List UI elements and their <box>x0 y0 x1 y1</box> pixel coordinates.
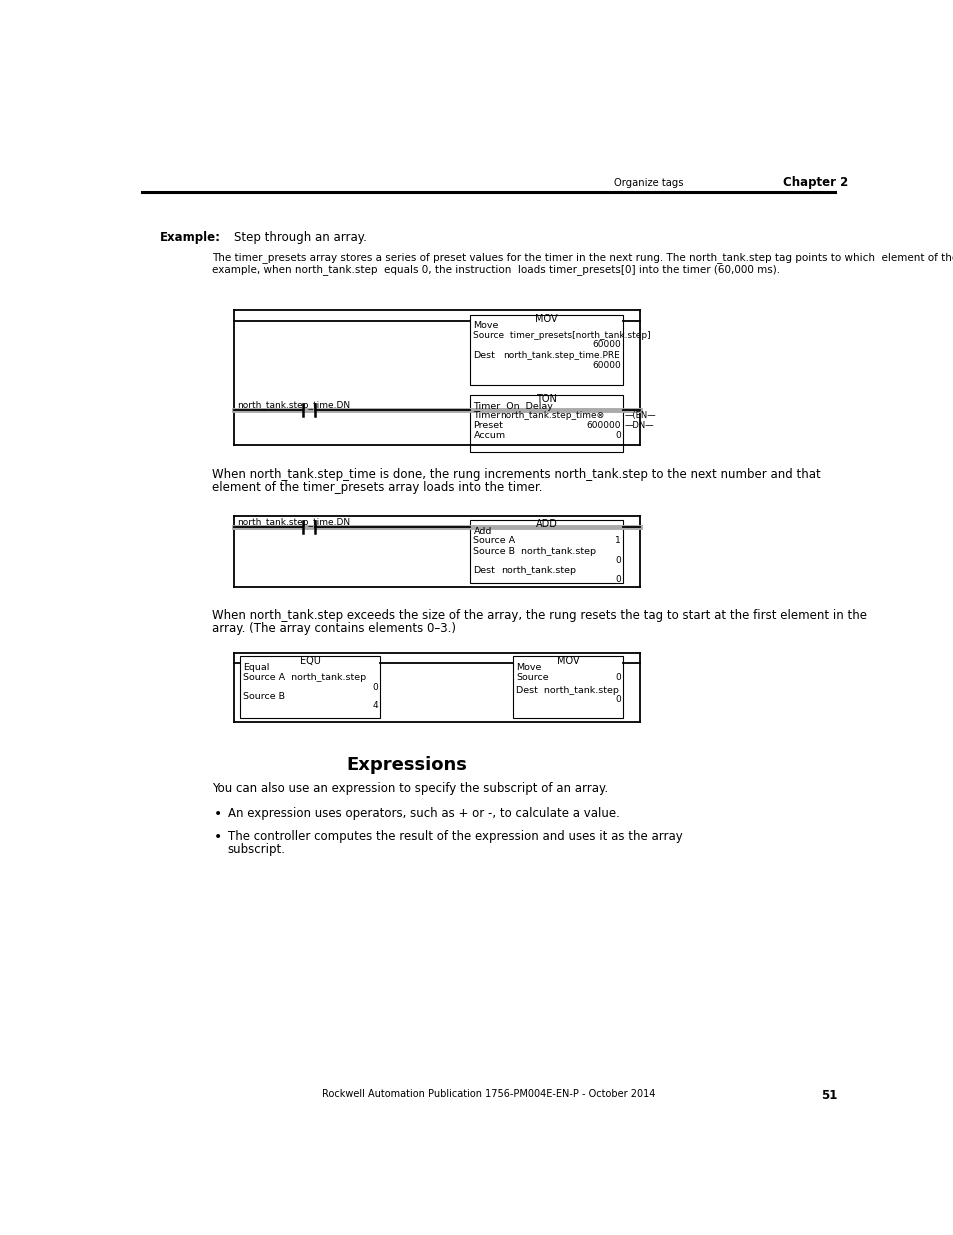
Text: Example:: Example: <box>159 231 220 245</box>
Text: Preset: Preset <box>473 421 503 430</box>
Text: •: • <box>214 830 222 844</box>
Text: Add: Add <box>473 527 492 536</box>
Text: Organize tags: Organize tags <box>613 178 682 188</box>
Bar <box>240 656 380 718</box>
Bar <box>470 395 622 452</box>
Text: north_tank.step_time⊗: north_tank.step_time⊗ <box>499 411 603 420</box>
Text: When north_tank.step exceeds the size of the array, the rung resets the tag to s: When north_tank.step exceeds the size of… <box>212 609 866 621</box>
Text: Timer  On  Delay: Timer On Delay <box>473 401 553 410</box>
Text: Source B  north_tank.step: Source B north_tank.step <box>473 547 596 556</box>
Text: Source: Source <box>516 673 548 683</box>
Text: Chapter 2: Chapter 2 <box>781 177 847 189</box>
Text: The controller computes the result of the expression and uses it as the array: The controller computes the result of th… <box>228 830 681 842</box>
Text: TON: TON <box>536 394 557 404</box>
Text: Move: Move <box>473 321 498 331</box>
Text: 4: 4 <box>372 701 377 710</box>
Text: Source A  north_tank.step: Source A north_tank.step <box>243 673 366 683</box>
Text: 60000: 60000 <box>591 340 620 350</box>
Text: north_tank.step_time.PRE: north_tank.step_time.PRE <box>502 352 619 361</box>
Text: Source  timer_presets[north_tank.step]: Source timer_presets[north_tank.step] <box>473 331 650 340</box>
Text: 1: 1 <box>615 536 620 546</box>
Text: Equal: Equal <box>243 663 270 672</box>
Text: An expression uses operators, such as + or -, to calculate a value.: An expression uses operators, such as + … <box>228 806 619 820</box>
Text: Dest: Dest <box>473 566 495 574</box>
Text: element of the timer_presets array loads into the timer.: element of the timer_presets array loads… <box>212 480 542 494</box>
Text: north_tank.step_time.DN: north_tank.step_time.DN <box>236 401 350 410</box>
Bar <box>513 656 622 718</box>
Text: Source A: Source A <box>473 536 515 546</box>
Text: When north_tank.step_time is done, the rung increments north_tank.step to the ne: When north_tank.step_time is done, the r… <box>212 468 821 480</box>
Text: 0: 0 <box>615 695 620 704</box>
Bar <box>470 520 622 583</box>
Text: 0: 0 <box>615 673 620 683</box>
Text: Expressions: Expressions <box>346 757 467 774</box>
Text: example, when north_tank.step  equals 0, the instruction  loads timer_presets[0]: example, when north_tank.step equals 0, … <box>212 264 780 274</box>
Text: Dest  north_tank.step: Dest north_tank.step <box>516 685 618 694</box>
Text: 0: 0 <box>615 574 620 584</box>
Text: 51: 51 <box>821 1089 837 1102</box>
Text: subscript.: subscript. <box>228 842 286 856</box>
Bar <box>470 315 622 384</box>
Text: •: • <box>214 806 222 820</box>
Text: Source B: Source B <box>243 692 285 700</box>
Text: MOV: MOV <box>535 314 558 324</box>
Text: EQU: EQU <box>299 656 320 666</box>
Text: 0: 0 <box>372 683 377 692</box>
Text: 60000: 60000 <box>591 361 620 369</box>
Text: 0: 0 <box>615 556 620 566</box>
Text: north_tank.step_time.DN: north_tank.step_time.DN <box>236 517 350 527</box>
Text: You can also use an expression to specify the subscript of an array.: You can also use an expression to specif… <box>212 782 608 795</box>
Text: Step through an array.: Step through an array. <box>233 231 367 245</box>
Text: 600000: 600000 <box>585 421 620 430</box>
Text: Timer: Timer <box>473 411 500 420</box>
Text: array. (The array contains elements 0–3.): array. (The array contains elements 0–3.… <box>212 621 456 635</box>
Text: Rockwell Automation Publication 1756-PM004E-EN-P - October 2014: Rockwell Automation Publication 1756-PM0… <box>322 1089 655 1099</box>
Text: The timer_presets array stores a series of preset values for the timer in the ne: The timer_presets array stores a series … <box>212 252 953 263</box>
Text: —(EN—: —(EN— <box>624 411 656 420</box>
Text: 0: 0 <box>615 431 620 440</box>
Text: Accum: Accum <box>473 431 505 440</box>
Text: Dest: Dest <box>473 352 495 361</box>
Text: north_tank.step: north_tank.step <box>500 566 576 574</box>
Text: Move: Move <box>516 663 541 672</box>
Text: —DN—: —DN— <box>624 421 654 430</box>
Text: ADD: ADD <box>536 520 557 530</box>
Text: MOV: MOV <box>557 656 578 666</box>
